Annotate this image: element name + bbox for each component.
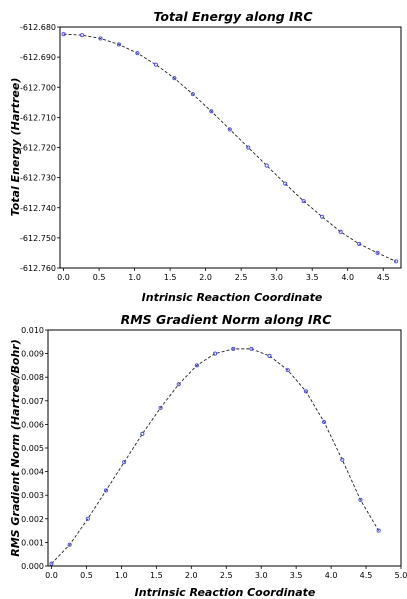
- chart2-x-tick-label: 4.5: [360, 571, 373, 580]
- chart2-x-tick-label: 0.0: [45, 571, 58, 580]
- chart2-x-tick-label: 1.5: [150, 571, 163, 580]
- chart2-plot-area: [47, 329, 402, 567]
- chart2-y-tick-label: 0.001: [21, 538, 44, 547]
- chart1-x-tick-label: 0.5: [93, 273, 106, 282]
- chart1-x-tick-label: 4.0: [341, 273, 354, 282]
- chart1-data-point: [264, 163, 269, 168]
- chart1-energy-series-line: [63, 33, 397, 262]
- chart2-data-point: [140, 431, 145, 436]
- chart2-data-point: [49, 561, 54, 566]
- chart2-x-tick-label: 3.5: [290, 571, 303, 580]
- chart2-data-point: [267, 353, 272, 359]
- chart1-data-point: [320, 214, 325, 219]
- chart1-data-point: [61, 32, 66, 37]
- chart2-y-tick-label: 0.002: [21, 515, 44, 524]
- chart2-x-axis-label: Intrinsic Reaction Coordinate: [135, 586, 316, 599]
- chart1-y-tick-label: -612.720: [20, 144, 56, 153]
- chart2-y-tick-label: 0.003: [21, 491, 44, 500]
- chart2-y-tick-label: 0.006: [21, 420, 44, 429]
- chart2-data-point: [358, 497, 363, 502]
- chart2-x-tick-label: 1.0: [115, 571, 128, 580]
- chart1-data-point: [172, 76, 177, 81]
- chart2-y-tick-label: 0.010: [21, 326, 44, 335]
- chart1-y-tick-label: -612.690: [20, 53, 56, 62]
- chart1-x-axis-label: Intrinsic Reaction Coordinate: [142, 291, 323, 304]
- chart2-gradient-series-line: [51, 348, 380, 564]
- chart2-data-point: [249, 346, 254, 351]
- chart1-y-tick-label: -612.680: [20, 23, 56, 32]
- chart2-y-axis-label: RMS Gradient Norm (Hartree/Bohr): [9, 339, 22, 556]
- chart2-data-point: [103, 488, 109, 493]
- chart2-x-tick-label: 2.5: [220, 571, 233, 580]
- chart1-y-tick-label: -612.750: [20, 234, 56, 243]
- chart1-data-point: [301, 199, 306, 204]
- chart1-data-point: [98, 36, 103, 41]
- chart1-data-point: [153, 62, 158, 67]
- chart2-data-point: [176, 382, 181, 387]
- chart1-x-tick-label: 2.0: [199, 273, 212, 282]
- chart2-y-tick-label: 0.004: [21, 468, 44, 477]
- total-energy-chart: Total Energy along IRC -612.680 -612.690 -…: [9, 9, 402, 304]
- chart2-y-tick-label: 0.009: [21, 350, 44, 359]
- chart1-x-tick-label: 1.5: [164, 273, 177, 282]
- chart2-data-point: [85, 516, 90, 521]
- chart1-y-tick-label: -612.710: [20, 113, 56, 122]
- chart1-x-tick-label: 1.0: [128, 273, 141, 282]
- chart1-y-axis-label: Total Energy (Hartree): [9, 78, 22, 217]
- chart2-data-point: [322, 419, 327, 425]
- chart1-data-point: [135, 51, 140, 56]
- rms-gradient-chart: RMS Gradient Norm along IRC 0.000 0.001 0.…: [9, 312, 407, 599]
- chart1-y-tick-label: -612.760: [20, 264, 56, 273]
- chart1-y-tick-label: -612.730: [20, 174, 56, 183]
- chart1-data-point: [283, 181, 288, 186]
- chart2-data-point: [231, 346, 236, 351]
- chart1-data-point: [375, 250, 380, 255]
- chart1-x-tick-label: 4.5: [377, 273, 390, 282]
- chart1-x-tick-label: 3.5: [306, 273, 319, 282]
- chart1-data-point: [227, 127, 232, 132]
- chart1-data-point: [357, 241, 362, 246]
- chart1-x-tick-label: 3.0: [270, 273, 283, 282]
- chart2-y-tick-label: 0.007: [21, 397, 44, 406]
- chart1-data-point: [116, 42, 122, 47]
- chart1-title: Total Energy along IRC: [153, 9, 313, 24]
- chart2-y-tick-label: 0.005: [21, 444, 44, 453]
- chart2-data-point: [194, 363, 199, 368]
- chart1-x-tick-label: 2.5: [235, 273, 248, 282]
- chart2-data-point: [158, 405, 163, 410]
- chart1-data-point: [79, 33, 85, 38]
- chart2-y-tick-label: 0.008: [21, 373, 44, 382]
- chart2-data-point: [285, 368, 290, 373]
- chart2-x-tick-label: 0.5: [80, 571, 93, 580]
- chart2-data-point: [67, 542, 72, 547]
- chart1-y-tick-label: -612.700: [20, 83, 56, 92]
- chart1-data-point: [246, 145, 251, 150]
- chart1-plot-area: [59, 26, 402, 269]
- chart2-data-point: [376, 528, 381, 533]
- chart1-x-tick-label: 0.0: [57, 273, 70, 282]
- chart2-data-point: [303, 389, 308, 394]
- chart2-title: RMS Gradient Norm along IRC: [121, 312, 333, 327]
- chart2-data-point: [340, 457, 345, 462]
- chart2-x-tick-label: 5.0: [395, 571, 407, 580]
- chart2-data-point: [213, 351, 218, 356]
- chart1-data-point: [393, 259, 399, 264]
- chart1-data-point: [338, 229, 343, 234]
- chart2-x-tick-label: 2.0: [185, 571, 198, 580]
- chart1-data-point: [209, 109, 214, 114]
- chart2-data-point: [122, 460, 127, 465]
- chart1-data-point: [190, 92, 195, 97]
- chart1-y-tick-label: -612.740: [20, 204, 56, 213]
- chart2-x-tick-label: 4.0: [325, 571, 338, 580]
- chart2-x-tick-label: 3.0: [255, 571, 268, 580]
- chart2-y-tick-label: 0.000: [21, 562, 44, 571]
